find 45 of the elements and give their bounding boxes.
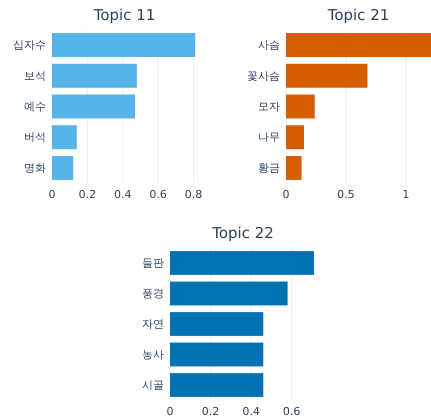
bar	[52, 64, 137, 88]
x-tick-label: 0.2	[78, 188, 96, 201]
bar	[286, 64, 368, 88]
bar	[52, 125, 77, 150]
x-tick-label: 0.5	[337, 188, 355, 201]
x-tick-label: 0.6	[282, 405, 300, 417]
chart-title: Topic 11	[92, 6, 156, 24]
x-tick-label: 1	[402, 188, 410, 201]
bar	[286, 156, 302, 180]
bar	[52, 94, 136, 118]
bar	[286, 94, 315, 118]
bar	[170, 373, 264, 397]
y-tick-label: 나무	[258, 130, 280, 144]
bar	[170, 251, 314, 275]
y-tick-label: 십자수	[13, 38, 46, 52]
y-tick-label: 풍경	[142, 286, 164, 300]
bar	[286, 33, 431, 58]
y-tick-label: 보석	[24, 69, 46, 82]
x-tick-label: 0.6	[149, 188, 167, 201]
y-tick-label: 버석	[24, 130, 46, 144]
y-tick-label: 황금	[258, 161, 280, 174]
x-tick-label: 0.2	[202, 405, 220, 417]
y-tick-label: 시골	[142, 378, 164, 392]
chart-title: Topic 21	[326, 6, 390, 24]
x-tick-label: 0	[282, 188, 290, 201]
x-tick-label: 0	[166, 405, 174, 417]
bar	[52, 156, 74, 180]
y-tick-label: 들판	[142, 256, 164, 270]
x-tick-label: 0.4	[242, 405, 260, 417]
y-tick-label: 자연	[142, 318, 164, 330]
bar	[52, 33, 196, 58]
x-tick-label: 0.4	[114, 188, 132, 201]
y-tick-label: 명화	[24, 161, 46, 174]
y-tick-label: 사슴	[258, 38, 280, 52]
bar	[170, 282, 288, 306]
y-tick-label: 농사	[142, 348, 164, 362]
y-tick-label: 꽃사슴	[247, 69, 280, 82]
x-tick-label: 0.8	[184, 188, 202, 201]
bar	[170, 312, 264, 336]
y-tick-label: 예수	[24, 100, 46, 113]
y-tick-label: 모자	[258, 100, 280, 113]
bar	[286, 125, 304, 150]
chart-title: Topic 22	[211, 224, 274, 242]
bar	[170, 342, 264, 366]
x-tick-label: 0	[48, 188, 56, 201]
